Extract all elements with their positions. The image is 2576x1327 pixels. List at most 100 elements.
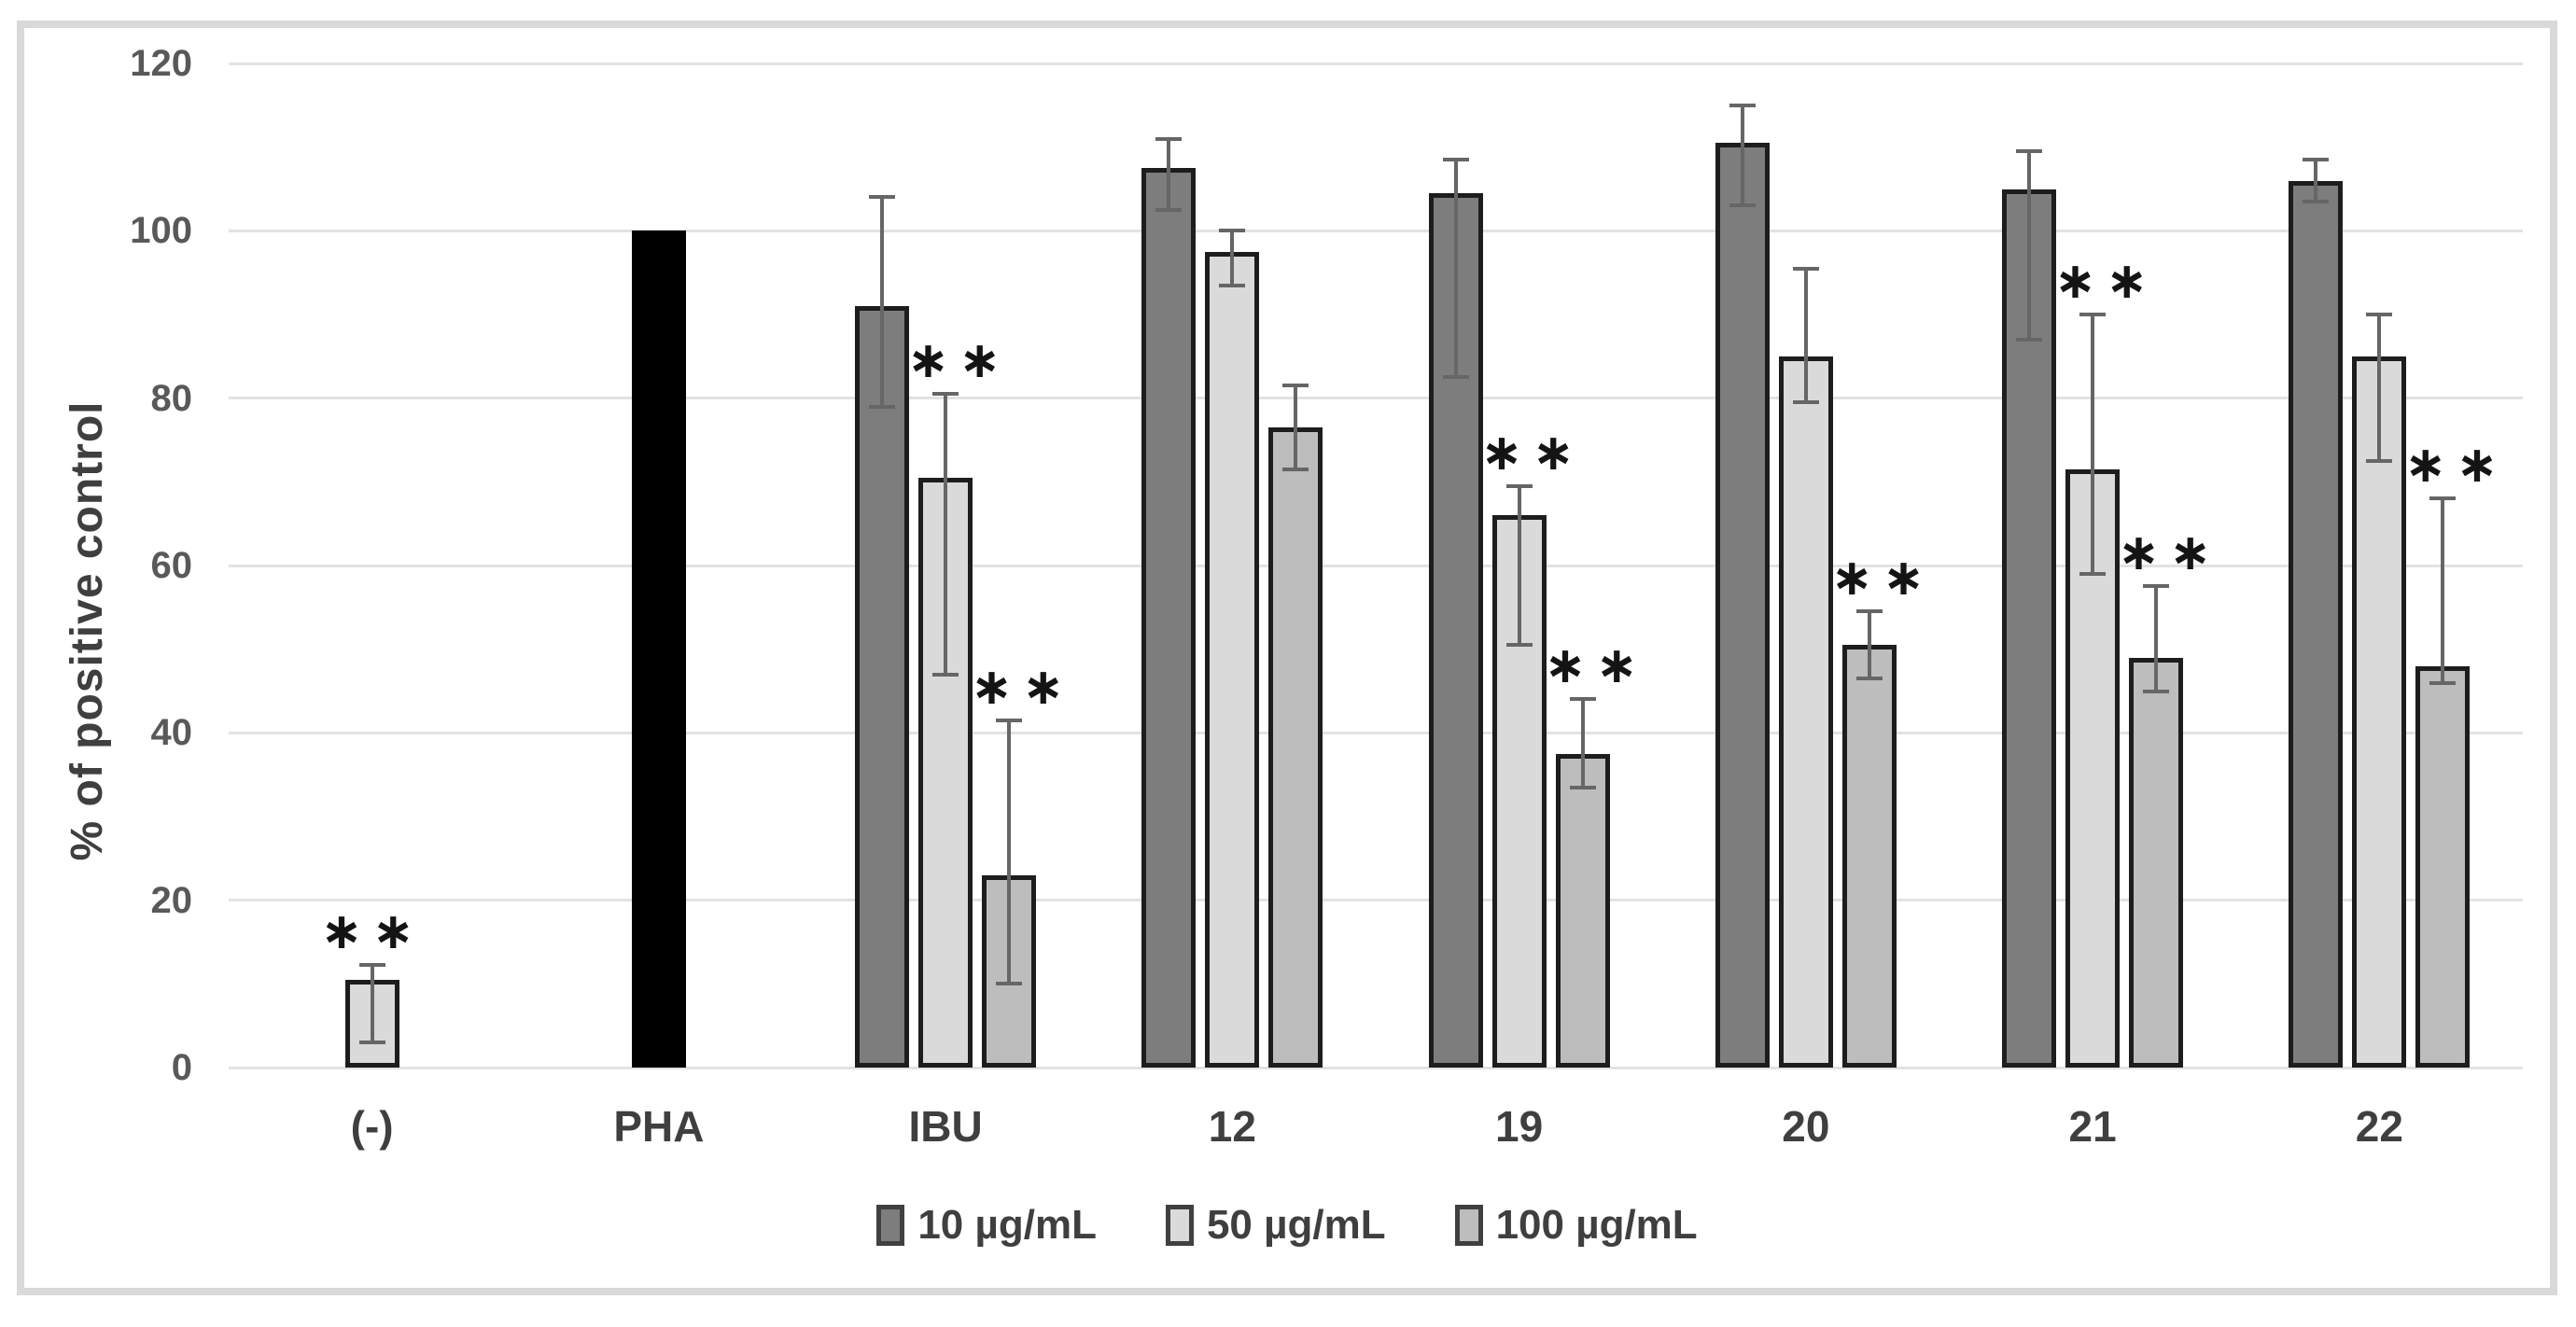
error-bar-(-)-50 (370, 964, 374, 1043)
x-category-label-19: 19 (1495, 1102, 1544, 1151)
y-tick-label-100: 100 (130, 210, 192, 252)
y-tick-label-120: 120 (130, 43, 192, 84)
bar-IBU-10 (855, 306, 910, 1068)
legend-label-10: 10 µg/mL (917, 1202, 1097, 1248)
legend-swatch-50 (1165, 1205, 1194, 1246)
error-bar-cap-top (932, 392, 959, 397)
error-bar-cap-top (2429, 496, 2457, 501)
x-category-label-IBU: IBU (908, 1102, 983, 1151)
error-bar-21-50 (2091, 314, 2095, 574)
error-bar-IBU-100 (1007, 719, 1012, 985)
error-bar-cap-bottom (2143, 689, 2170, 693)
gridline-120 (229, 62, 2523, 65)
error-bar-cap-top (1569, 697, 1596, 702)
gridline-60 (229, 564, 2523, 567)
error-bar-cap-bottom (1855, 677, 1883, 681)
chart-legend: 10 µg/mL 50 µg/mL 100 µg/mL (24, 1202, 2550, 1249)
error-bar-cap-top (2303, 158, 2330, 162)
error-bar-cap-top (1282, 384, 1309, 388)
error-bar-cap-top (358, 962, 385, 967)
gridline-100 (229, 229, 2523, 232)
error-bar-cap-bottom (1569, 785, 1596, 789)
legend-swatch-10 (876, 1205, 905, 1246)
gridline-40 (229, 731, 2523, 734)
significance-marker-19-100: ∗∗ (1544, 636, 1647, 695)
error-bar-cap-bottom (1442, 375, 1469, 380)
error-bar-20-50 (1803, 268, 1808, 403)
y-tick-label-80: 80 (150, 377, 193, 419)
bar-20-10 (1715, 143, 1770, 1068)
gridline-80 (229, 397, 2523, 400)
error-bar-20-100 (1867, 611, 1871, 679)
error-bar-cap-top (1155, 136, 1183, 141)
error-bar-cap-bottom (2366, 458, 2393, 463)
error-bar-cap-top (1442, 158, 1469, 162)
y-tick-label-0: 0 (171, 1047, 192, 1088)
significance-marker-IBU-50: ∗∗ (906, 330, 1011, 390)
error-bar-cap-top (996, 718, 1023, 722)
significance-marker-20-100: ∗∗ (1830, 548, 1935, 608)
error-bar-cap-top (2079, 313, 2107, 316)
error-bar-21-10 (2027, 151, 2032, 340)
bar-12-100 (1268, 427, 1323, 1068)
error-bar-cap-bottom (2429, 680, 2457, 685)
significance-marker-19-50: ∗∗ (1480, 422, 1584, 482)
error-bar-cap-top (2143, 584, 2170, 589)
error-bar-cap-bottom (932, 672, 959, 677)
error-bar-cap-top (2016, 149, 2043, 154)
significance-marker-(-)-50: ∗∗ (320, 901, 424, 960)
legend-item-50: 50 µg/mL (1165, 1202, 1386, 1249)
error-bar-12-50 (1230, 230, 1235, 286)
legend-label-100: 100 µg/mL (1495, 1202, 1698, 1248)
y-tick-label-60: 60 (150, 545, 193, 586)
x-category-label-PHA: PHA (613, 1102, 705, 1151)
error-bar-cap-top (1855, 609, 1883, 614)
error-bar-22-50 (2377, 314, 2382, 461)
bar-PHA-PHA (631, 230, 686, 1068)
error-bar-cap-bottom (2016, 337, 2043, 342)
error-bar-cap-top (1729, 103, 1756, 107)
legend-label-50: 50 µg/mL (1206, 1202, 1386, 1248)
legend-item-10: 10 µg/mL (876, 1202, 1097, 1249)
bar-20-100 (1841, 645, 1897, 1068)
x-category-label-12: 12 (1208, 1102, 1256, 1151)
error-bar-cap-bottom (2303, 199, 2330, 203)
error-bar-cap-bottom (1219, 283, 1246, 287)
significance-marker-22-100: ∗∗ (2404, 435, 2508, 495)
chart-frame: % of positive control 0 20 40 60 80 100 120 ∗∗… (17, 21, 2557, 1295)
error-bar-cap-bottom (996, 982, 1023, 986)
bar-22-100 (2415, 665, 2471, 1068)
error-bar-cap-bottom (2079, 571, 2107, 576)
error-bar-19-50 (1517, 485, 1521, 646)
plot-area: ∗∗ ∗∗ ∗∗ ∗∗ ∗∗ ∗∗ ∗∗ ∗∗ ∗∗ (229, 62, 2523, 1069)
x-category-label-20: 20 (1782, 1102, 1830, 1151)
significance-marker-IBU-100: ∗∗ (970, 656, 1074, 716)
bar-12-50 (1205, 251, 1260, 1068)
bar-19-100 (1555, 753, 1610, 1068)
bar-19-10 (1428, 192, 1483, 1068)
error-bar-cap-top (1505, 483, 1533, 488)
error-bar-cap-top (1219, 229, 1246, 233)
error-bar-cap-top (2366, 313, 2393, 316)
error-bar-cap-top (1792, 266, 1819, 271)
error-bar-cap-bottom (358, 1041, 385, 1045)
error-bar-cap-bottom (1792, 400, 1819, 405)
bar-20-50 (1778, 356, 1833, 1068)
significance-marker-21-50: ∗∗ (2053, 251, 2158, 310)
legend-swatch-100 (1454, 1205, 1483, 1246)
bar-22-50 (2352, 356, 2407, 1068)
error-bar-22-100 (2441, 498, 2445, 683)
error-bar-19-10 (1453, 160, 1458, 378)
error-bar-19-100 (1580, 699, 1585, 788)
error-bar-12-100 (1294, 385, 1298, 469)
gridline-20 (229, 899, 2523, 902)
error-bar-cap-bottom (1729, 203, 1756, 208)
significance-marker-21-100: ∗∗ (2117, 523, 2221, 582)
error-bar-cap-top (869, 195, 896, 200)
error-bar-20-10 (1740, 105, 1744, 206)
x-category-label-21: 21 (2068, 1102, 2117, 1151)
error-bar-22-10 (2314, 160, 2318, 202)
error-bar-21-100 (2154, 586, 2159, 691)
y-tick-label-20: 20 (150, 879, 193, 921)
x-category-label-(-): (-) (350, 1102, 394, 1151)
